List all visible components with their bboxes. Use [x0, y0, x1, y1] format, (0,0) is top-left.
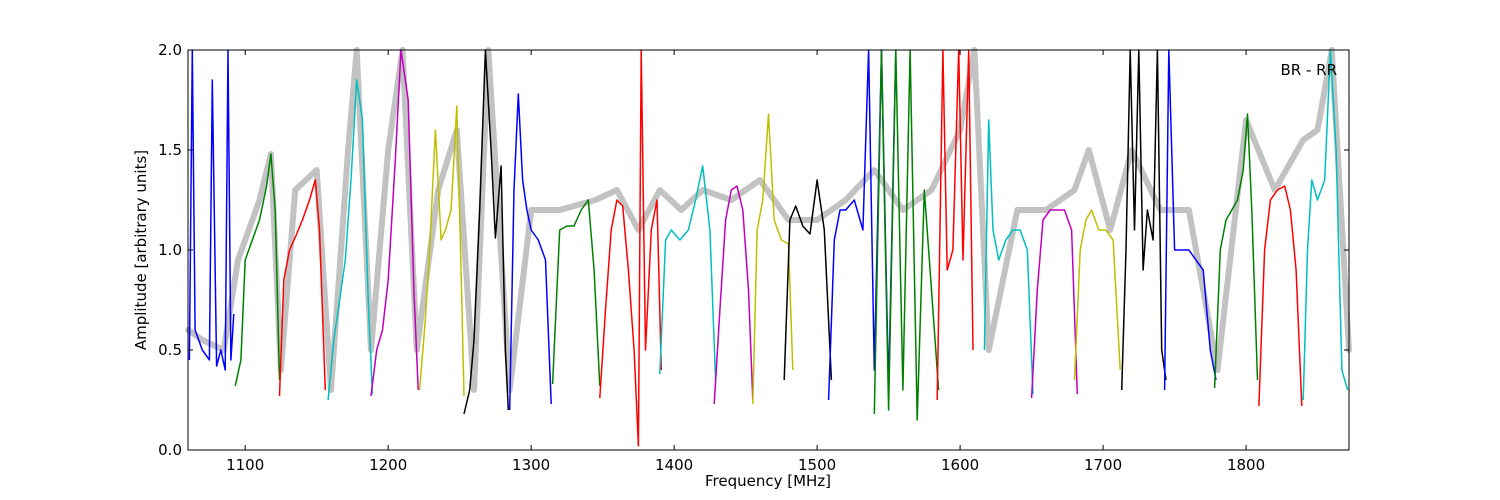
series-line-18 [983, 119, 1034, 395]
series-line-20 [1073, 209, 1121, 381]
series-line-15 [827, 49, 897, 401]
series-line-13 [752, 113, 794, 405]
y-tick-label: 0.0 [158, 441, 182, 459]
series-line-25 [1302, 49, 1349, 401]
series-line-9 [551, 199, 601, 387]
x-tick-label: 1200 [369, 456, 407, 474]
series-line-17 [936, 49, 974, 401]
series-line-23 [1213, 113, 1259, 389]
series-line-12 [713, 185, 754, 405]
x-axis-ticks: 1100 1200 1300 1400 1500 1600 1700 1800 [226, 50, 1265, 474]
x-axis-label: Frequency [MHz] [705, 472, 831, 490]
series-line-3 [278, 179, 327, 397]
series-line-2 [234, 153, 281, 387]
series-line-24 [1258, 185, 1303, 407]
series-layer [188, 49, 1349, 447]
series-line-5 [370, 49, 419, 397]
x-tick-label: 1700 [1084, 456, 1122, 474]
series-line-6 [418, 105, 465, 397]
x-tick-label: 1100 [226, 456, 264, 474]
series-line-11 [659, 165, 717, 381]
series-line-22 [1163, 49, 1217, 391]
series-line-14 [783, 179, 833, 381]
series-line-21 [1120, 49, 1167, 391]
y-axis-label: Amplitude [arbitrary units] [132, 150, 150, 350]
y-tick-label: 1.5 [158, 141, 182, 159]
y-axis-ticks: 0.0 0.5 1.0 1.5 2.0 [158, 41, 1349, 459]
series-line-8 [508, 93, 552, 411]
x-tick-label: 1300 [512, 456, 550, 474]
x-tick-label: 1600 [941, 456, 979, 474]
series-line-19 [1030, 209, 1079, 399]
series-line-7 [463, 49, 510, 415]
x-tick-label: 1500 [798, 456, 836, 474]
series-line-16 [873, 49, 940, 421]
background-series-layer [185, 47, 1352, 393]
series-line-4 [327, 79, 374, 401]
background-series-line [185, 47, 1352, 393]
y-tick-label: 2.0 [158, 41, 182, 59]
chart-annotation: BR - RR [1280, 61, 1337, 79]
x-tick-label: 1800 [1227, 456, 1265, 474]
y-tick-label: 1.0 [158, 241, 182, 259]
series-line-10 [599, 49, 663, 447]
y-tick-label: 0.5 [158, 341, 182, 359]
x-tick-label: 1400 [655, 456, 693, 474]
